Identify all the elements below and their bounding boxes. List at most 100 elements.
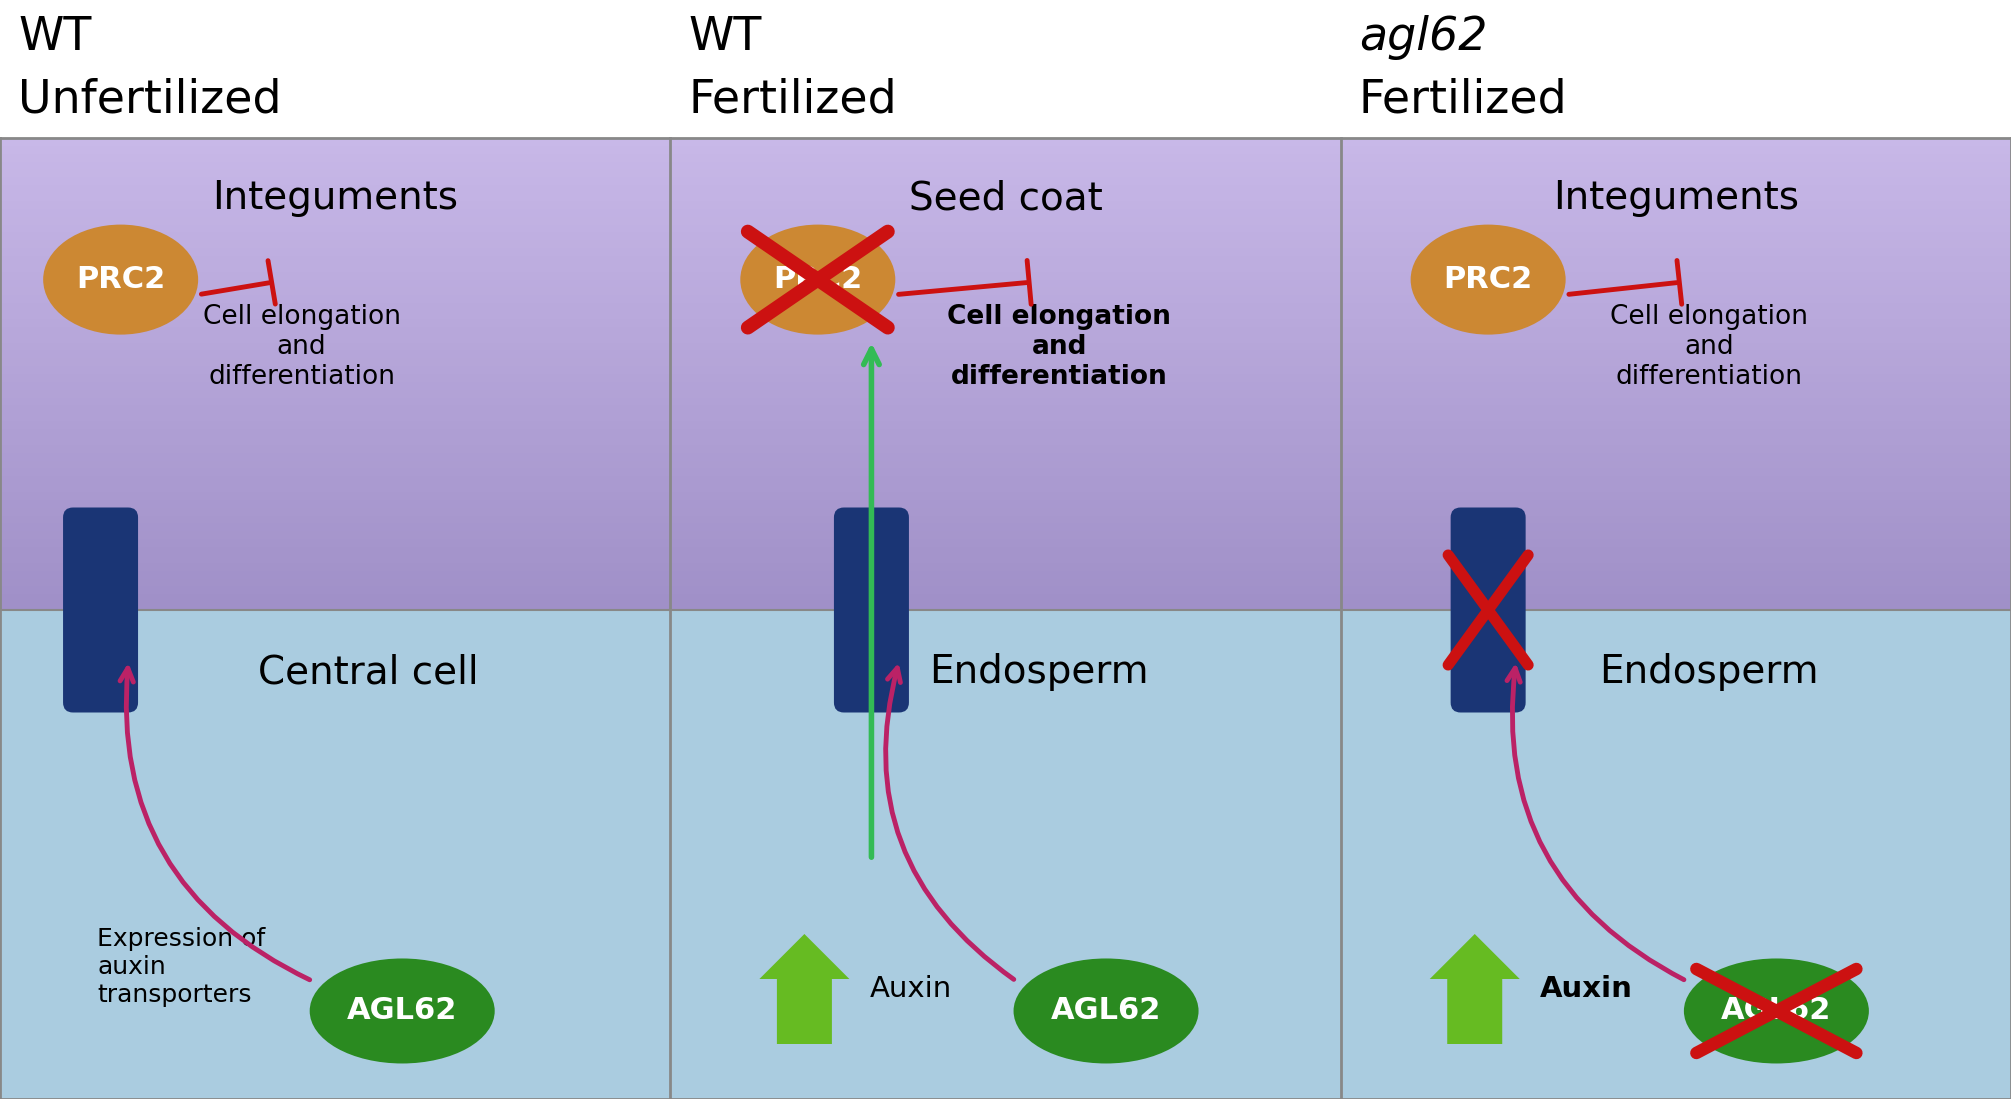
Bar xyxy=(0,241,670,248)
Bar xyxy=(0,578,670,587)
Bar xyxy=(1341,578,2011,587)
Bar xyxy=(0,398,670,406)
Bar xyxy=(0,485,670,492)
Text: WT: WT xyxy=(18,15,90,60)
Bar xyxy=(1341,335,2011,343)
Bar xyxy=(670,217,1341,225)
Bar xyxy=(1341,264,2011,273)
Bar xyxy=(670,311,1341,320)
Bar xyxy=(0,279,670,288)
Text: Endosperm: Endosperm xyxy=(929,653,1148,691)
Bar xyxy=(670,570,1341,579)
Bar xyxy=(0,460,670,469)
Text: Cell elongation
and
differentiation: Cell elongation and differentiation xyxy=(1611,304,1808,390)
Bar xyxy=(0,154,670,162)
Bar xyxy=(670,531,1341,540)
Bar xyxy=(670,288,1341,296)
Bar xyxy=(0,319,670,328)
Bar xyxy=(670,351,1341,358)
Bar xyxy=(670,413,1341,422)
Bar xyxy=(0,201,670,209)
Bar xyxy=(670,201,1341,209)
Bar xyxy=(670,492,1341,500)
Bar xyxy=(670,241,1341,248)
Text: Auxin: Auxin xyxy=(1540,975,1633,1003)
Bar xyxy=(670,303,1341,312)
Bar xyxy=(1341,563,2011,571)
Bar xyxy=(670,138,1341,146)
Bar xyxy=(0,610,670,1099)
Bar xyxy=(1341,485,2011,492)
Text: AGL62: AGL62 xyxy=(1052,997,1160,1025)
Bar xyxy=(1341,279,2011,288)
Bar xyxy=(0,453,670,462)
FancyBboxPatch shape xyxy=(835,508,909,712)
Bar xyxy=(670,177,1341,186)
Bar xyxy=(0,311,670,320)
Bar xyxy=(670,256,1341,265)
Bar xyxy=(0,209,670,218)
Bar xyxy=(0,288,670,296)
Bar xyxy=(0,421,670,430)
Bar xyxy=(1341,193,2011,201)
Bar xyxy=(0,476,670,485)
Bar xyxy=(670,248,1341,256)
Bar xyxy=(670,343,1341,351)
Bar xyxy=(670,264,1341,273)
Bar xyxy=(0,271,670,280)
Bar xyxy=(1341,587,2011,595)
Bar xyxy=(0,515,670,524)
Bar xyxy=(1341,303,2011,312)
Bar xyxy=(670,437,1341,445)
Bar xyxy=(670,186,1341,193)
Bar xyxy=(0,358,670,367)
Bar xyxy=(0,264,670,273)
Bar xyxy=(670,523,1341,532)
Bar xyxy=(0,547,670,555)
Bar xyxy=(1341,413,2011,422)
Bar xyxy=(1341,319,2011,328)
Bar xyxy=(1341,186,2011,193)
Bar xyxy=(0,326,670,335)
Bar xyxy=(670,578,1341,587)
Bar xyxy=(0,232,670,241)
Bar xyxy=(670,224,1341,233)
Bar xyxy=(1341,326,2011,335)
Bar xyxy=(670,209,1341,218)
Bar xyxy=(0,531,670,540)
Bar xyxy=(670,476,1341,485)
Text: Cell elongation
and
differentiation: Cell elongation and differentiation xyxy=(947,304,1170,390)
Bar xyxy=(1341,201,2011,209)
Text: Endosperm: Endosperm xyxy=(1599,653,1820,691)
Bar xyxy=(0,224,670,233)
Bar xyxy=(1341,343,2011,351)
Bar xyxy=(1341,555,2011,564)
Bar xyxy=(0,540,670,547)
Text: WT: WT xyxy=(688,15,762,60)
Bar xyxy=(0,468,670,477)
Bar xyxy=(1341,288,2011,296)
Ellipse shape xyxy=(42,224,199,334)
Bar xyxy=(1341,523,2011,532)
Bar xyxy=(670,390,1341,398)
Bar xyxy=(1341,224,2011,233)
Bar xyxy=(670,319,1341,328)
Bar xyxy=(670,468,1341,477)
Bar xyxy=(1341,169,2011,178)
Bar xyxy=(670,429,1341,437)
Bar xyxy=(670,279,1341,288)
Bar xyxy=(670,587,1341,595)
Text: Fertilized: Fertilized xyxy=(1359,78,1567,122)
Bar xyxy=(1341,476,2011,485)
Bar xyxy=(670,154,1341,162)
Bar xyxy=(0,602,670,611)
Bar xyxy=(1341,162,2011,170)
Bar xyxy=(0,406,670,414)
Bar xyxy=(670,595,1341,602)
Ellipse shape xyxy=(740,224,895,334)
Bar xyxy=(1341,540,2011,547)
Bar xyxy=(670,540,1341,547)
Bar xyxy=(0,500,670,508)
Bar xyxy=(670,193,1341,201)
Bar xyxy=(670,169,1341,178)
